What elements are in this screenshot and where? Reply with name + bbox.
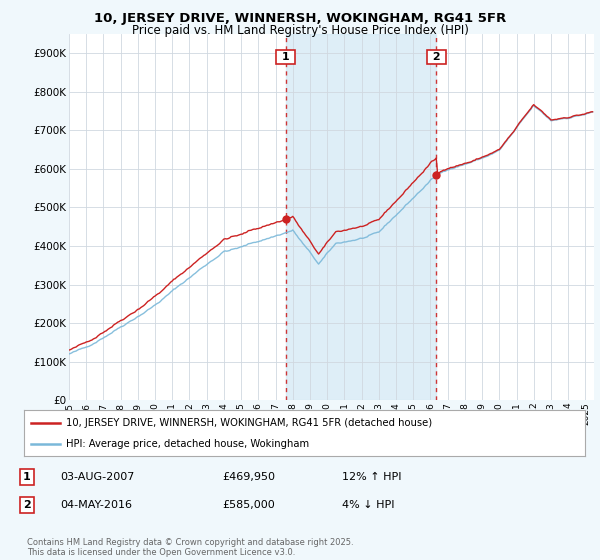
Text: Price paid vs. HM Land Registry's House Price Index (HPI): Price paid vs. HM Land Registry's House …	[131, 24, 469, 36]
Text: 03-AUG-2007: 03-AUG-2007	[60, 472, 134, 482]
Text: £469,950: £469,950	[222, 472, 275, 482]
Text: 04-MAY-2016: 04-MAY-2016	[60, 500, 132, 510]
Text: 12% ↑ HPI: 12% ↑ HPI	[342, 472, 401, 482]
Text: £585,000: £585,000	[222, 500, 275, 510]
Text: 1: 1	[278, 52, 293, 62]
Text: HPI: Average price, detached house, Wokingham: HPI: Average price, detached house, Woki…	[66, 439, 309, 449]
Text: 10, JERSEY DRIVE, WINNERSH, WOKINGHAM, RG41 5FR (detached house): 10, JERSEY DRIVE, WINNERSH, WOKINGHAM, R…	[66, 418, 432, 428]
Text: 1: 1	[23, 472, 31, 482]
Bar	[286, 34, 436, 400]
Text: 4% ↓ HPI: 4% ↓ HPI	[342, 500, 395, 510]
Text: 2: 2	[23, 500, 31, 510]
Text: 2: 2	[428, 52, 444, 62]
Text: Contains HM Land Registry data © Crown copyright and database right 2025.
This d: Contains HM Land Registry data © Crown c…	[27, 538, 353, 557]
Text: 10, JERSEY DRIVE, WINNERSH, WOKINGHAM, RG41 5FR: 10, JERSEY DRIVE, WINNERSH, WOKINGHAM, R…	[94, 12, 506, 25]
